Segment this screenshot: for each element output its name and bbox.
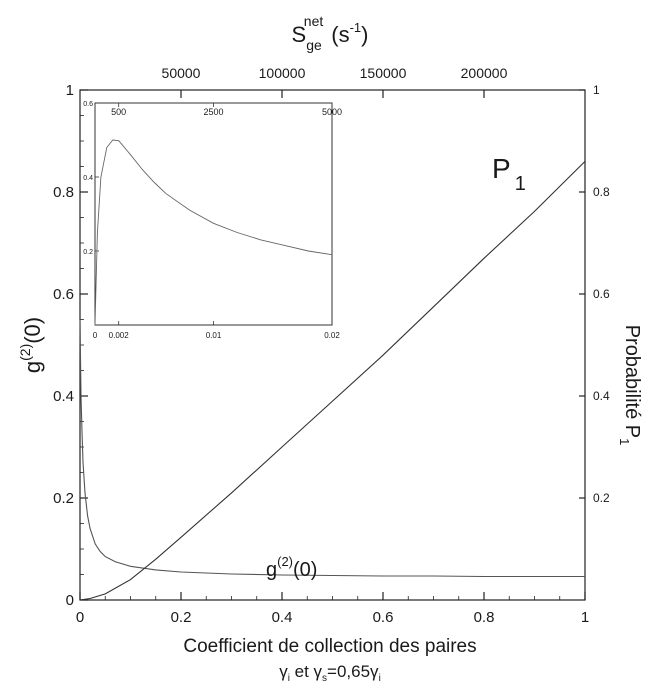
y-axis-left-label: g(2)(0)	[17, 317, 45, 373]
top-tick-label: 50000	[162, 65, 201, 81]
inset-y-tick-label: 0.4	[83, 175, 93, 182]
top-axis-label-unit-sup: -1	[350, 20, 362, 35]
y-left-tick-label: 0	[66, 592, 74, 609]
series-line-g2	[79, 319, 585, 578]
series-label-p1-base: P	[492, 153, 511, 184]
y-axis-left-label-base: g	[20, 361, 45, 373]
series-label-g2: g(2)(0)	[266, 554, 317, 581]
main-series-layer	[79, 161, 586, 601]
inset-top-tick-label: 500	[111, 107, 126, 117]
x-axis-label-gamma-s-sub: s	[322, 673, 327, 684]
series-label-g2-arg: (0)	[293, 559, 317, 581]
y-left-tick-label: 0.4	[53, 388, 74, 405]
top-axis-label-unit-close: )	[361, 22, 368, 47]
main-axes-ticks: 0 0.2 0.4 0.6 0.8 1 0 0.2 0.4 0.6 0.8 1 0.2 0.4 0.6 0.8…	[53, 65, 610, 626]
top-axis-label: Sge net (s-1)	[292, 13, 369, 53]
y-axis-right-label-base: Probabilité P	[621, 325, 643, 438]
y-right-tick-label: 0.4	[593, 389, 610, 403]
x-tick-label: 0.6	[373, 609, 394, 626]
y-right-tick-label: 1	[593, 83, 600, 97]
x-tick-label: 0	[76, 609, 84, 626]
series-line-p1	[79, 161, 586, 601]
x-axis-label-line2: γi et γs=0,65γi	[279, 662, 381, 684]
top-axis-label-unit: (s	[331, 22, 349, 47]
y-right-tick-label: 0.6	[593, 287, 610, 301]
x-axis-label-equation-sub: i	[379, 673, 381, 684]
top-tick-label: 150000	[360, 65, 407, 81]
y-right-tick-label: 0.2	[593, 491, 610, 505]
x-tick-label: 0.4	[272, 609, 293, 626]
y-left-tick-label: 0.2	[53, 490, 74, 507]
y-left-tick-label: 0.6	[53, 286, 74, 303]
y-axis-left-label-arg: (0)	[20, 317, 45, 344]
y-axis-right-label-sub: 1	[617, 438, 632, 445]
y-left-tick-label: 0.8	[53, 184, 74, 201]
top-axis-label-sup: net	[304, 13, 324, 29]
inset-top-tick-label: 2500	[203, 107, 223, 117]
x-tick-label: 0.8	[474, 609, 495, 626]
series-label-g2-sup: (2)	[277, 554, 293, 569]
inset-x-tick-label: 0.002	[109, 331, 130, 340]
inset-y-tick-label: 0.6	[83, 101, 93, 108]
inset-series-layer	[94, 139, 333, 326]
inset-x-tick-label: 0.02	[324, 331, 340, 340]
inset-top-tick-label: 5000	[322, 107, 342, 117]
series-label-p1-sub: 1	[515, 173, 526, 195]
x-tick-label: 0.2	[171, 609, 192, 626]
top-tick-label: 200000	[461, 65, 508, 81]
x-axis-label: Coefficient de collection des paires	[183, 636, 476, 657]
x-axis-label-equation: =0,65γ	[327, 662, 379, 681]
y-axis-right-label: Probabilité P1	[617, 325, 643, 446]
inset-y-tick-label: 0.2	[83, 249, 93, 256]
y-axis-left-label-sup: (2)	[17, 344, 33, 361]
top-axis-label-base: S	[292, 22, 307, 47]
inset-frame	[94, 102, 333, 326]
x-axis-label-gamma-i-sub: i	[288, 673, 290, 684]
x-axis-label-gamma-i: γ	[279, 662, 288, 681]
x-tick-label: 1	[581, 609, 589, 626]
top-axis-label-sub: ge	[306, 37, 322, 53]
inset-series-line	[94, 139, 333, 326]
inset-x-tick-label: 0.01	[206, 331, 222, 340]
y-left-tick-label: 1	[66, 82, 74, 99]
top-tick-label: 100000	[259, 65, 306, 81]
x-axis-label-et-gamma-s: et γ	[290, 662, 323, 681]
series-label-g2-base: g	[266, 559, 277, 581]
inset-x-tick-label: 0	[93, 331, 98, 340]
y-right-tick-label: 0.8	[593, 185, 610, 199]
